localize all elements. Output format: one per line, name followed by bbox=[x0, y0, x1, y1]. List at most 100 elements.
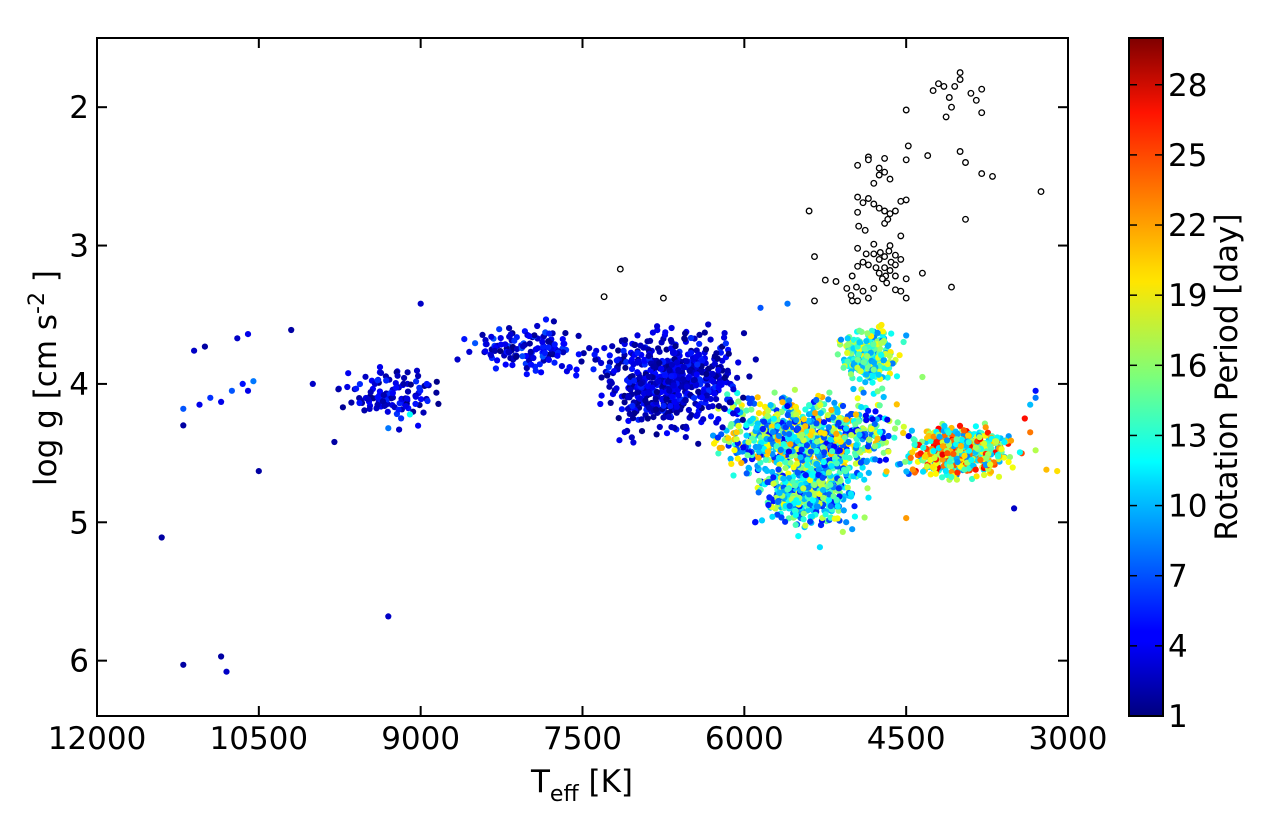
data-point bbox=[634, 349, 641, 356]
data-point bbox=[669, 349, 677, 357]
data-point bbox=[624, 405, 632, 412]
data-point bbox=[939, 451, 946, 458]
data-point bbox=[1001, 439, 1008, 446]
giant-star-point bbox=[902, 156, 910, 164]
data-point bbox=[994, 453, 1002, 460]
data-point bbox=[707, 413, 715, 420]
data-point bbox=[683, 358, 690, 365]
giant-star-point bbox=[875, 269, 883, 277]
data-point bbox=[714, 355, 721, 362]
giant-star-point bbox=[870, 200, 878, 208]
data-point bbox=[874, 388, 881, 395]
data-point bbox=[668, 338, 675, 345]
data-point bbox=[931, 454, 938, 462]
data-point bbox=[766, 494, 773, 501]
data-point bbox=[734, 390, 741, 397]
data-point bbox=[668, 373, 675, 380]
data-point bbox=[416, 384, 423, 391]
data-point bbox=[404, 369, 411, 376]
data-point bbox=[753, 424, 760, 431]
giant-star-point bbox=[940, 82, 948, 90]
giant-star-point bbox=[854, 244, 862, 252]
data-point bbox=[728, 421, 735, 428]
data-point bbox=[802, 423, 809, 430]
data-point bbox=[878, 321, 885, 329]
data-point bbox=[856, 339, 863, 346]
data-point bbox=[412, 393, 419, 400]
data-point bbox=[806, 402, 813, 409]
data-point bbox=[956, 422, 964, 429]
data-point bbox=[817, 410, 824, 417]
data-point bbox=[675, 366, 682, 374]
data-point bbox=[809, 472, 816, 479]
data-point bbox=[406, 411, 413, 418]
data-point bbox=[404, 395, 411, 402]
data-point bbox=[743, 470, 750, 477]
data-point bbox=[519, 353, 526, 360]
data-point bbox=[433, 389, 440, 396]
data-point bbox=[592, 356, 599, 363]
data-point bbox=[575, 332, 582, 339]
data-point bbox=[803, 442, 811, 449]
giant-star-point bbox=[978, 109, 986, 117]
giant-star-point bbox=[854, 262, 862, 270]
data-point bbox=[380, 392, 387, 399]
data-point bbox=[733, 429, 740, 436]
data-point bbox=[734, 455, 741, 462]
data-point bbox=[855, 351, 862, 358]
data-point bbox=[944, 450, 951, 457]
data-point bbox=[435, 400, 442, 407]
data-point bbox=[909, 449, 916, 456]
data-point bbox=[625, 393, 632, 400]
data-point bbox=[920, 444, 927, 451]
giant-star-point bbox=[878, 275, 886, 283]
data-point bbox=[621, 429, 628, 436]
data-point bbox=[520, 343, 527, 350]
data-point bbox=[939, 443, 947, 450]
data-point bbox=[509, 362, 516, 369]
data-point bbox=[687, 334, 695, 342]
data-point bbox=[784, 486, 791, 493]
data-point bbox=[703, 392, 710, 399]
data-point bbox=[880, 357, 887, 364]
data-point bbox=[925, 432, 933, 440]
data-point bbox=[507, 331, 514, 338]
data-point bbox=[615, 347, 622, 354]
giant-star-point bbox=[897, 197, 905, 205]
data-point bbox=[809, 497, 817, 504]
data-point bbox=[888, 330, 895, 337]
data-point bbox=[769, 429, 777, 436]
data-point bbox=[415, 422, 422, 429]
data-point bbox=[828, 406, 835, 414]
data-point bbox=[795, 425, 802, 432]
data-point bbox=[511, 337, 518, 344]
data-point bbox=[423, 380, 430, 388]
data-point bbox=[691, 394, 698, 402]
data-point bbox=[845, 438, 852, 446]
data-point bbox=[797, 454, 804, 461]
giant-star-point bbox=[884, 215, 892, 223]
data-point bbox=[820, 419, 828, 426]
data-point bbox=[900, 338, 907, 346]
data-point bbox=[850, 385, 857, 393]
data-point bbox=[502, 341, 509, 348]
data-point bbox=[981, 440, 988, 447]
data-point bbox=[505, 348, 512, 356]
data-point bbox=[827, 436, 834, 443]
data-point bbox=[622, 364, 629, 371]
data-point bbox=[794, 469, 801, 476]
giant-star-point bbox=[870, 250, 878, 258]
data-point bbox=[539, 338, 546, 345]
data-point bbox=[852, 421, 859, 428]
data-point bbox=[987, 443, 994, 450]
data-point bbox=[201, 343, 208, 350]
data-point bbox=[693, 371, 700, 378]
data-point bbox=[851, 503, 858, 510]
giant-star-point bbox=[870, 284, 878, 292]
data-point bbox=[752, 519, 759, 526]
data-point bbox=[526, 332, 533, 340]
data-point bbox=[961, 452, 968, 459]
data-point bbox=[872, 408, 879, 415]
data-point bbox=[532, 367, 539, 374]
data-point bbox=[652, 396, 659, 403]
